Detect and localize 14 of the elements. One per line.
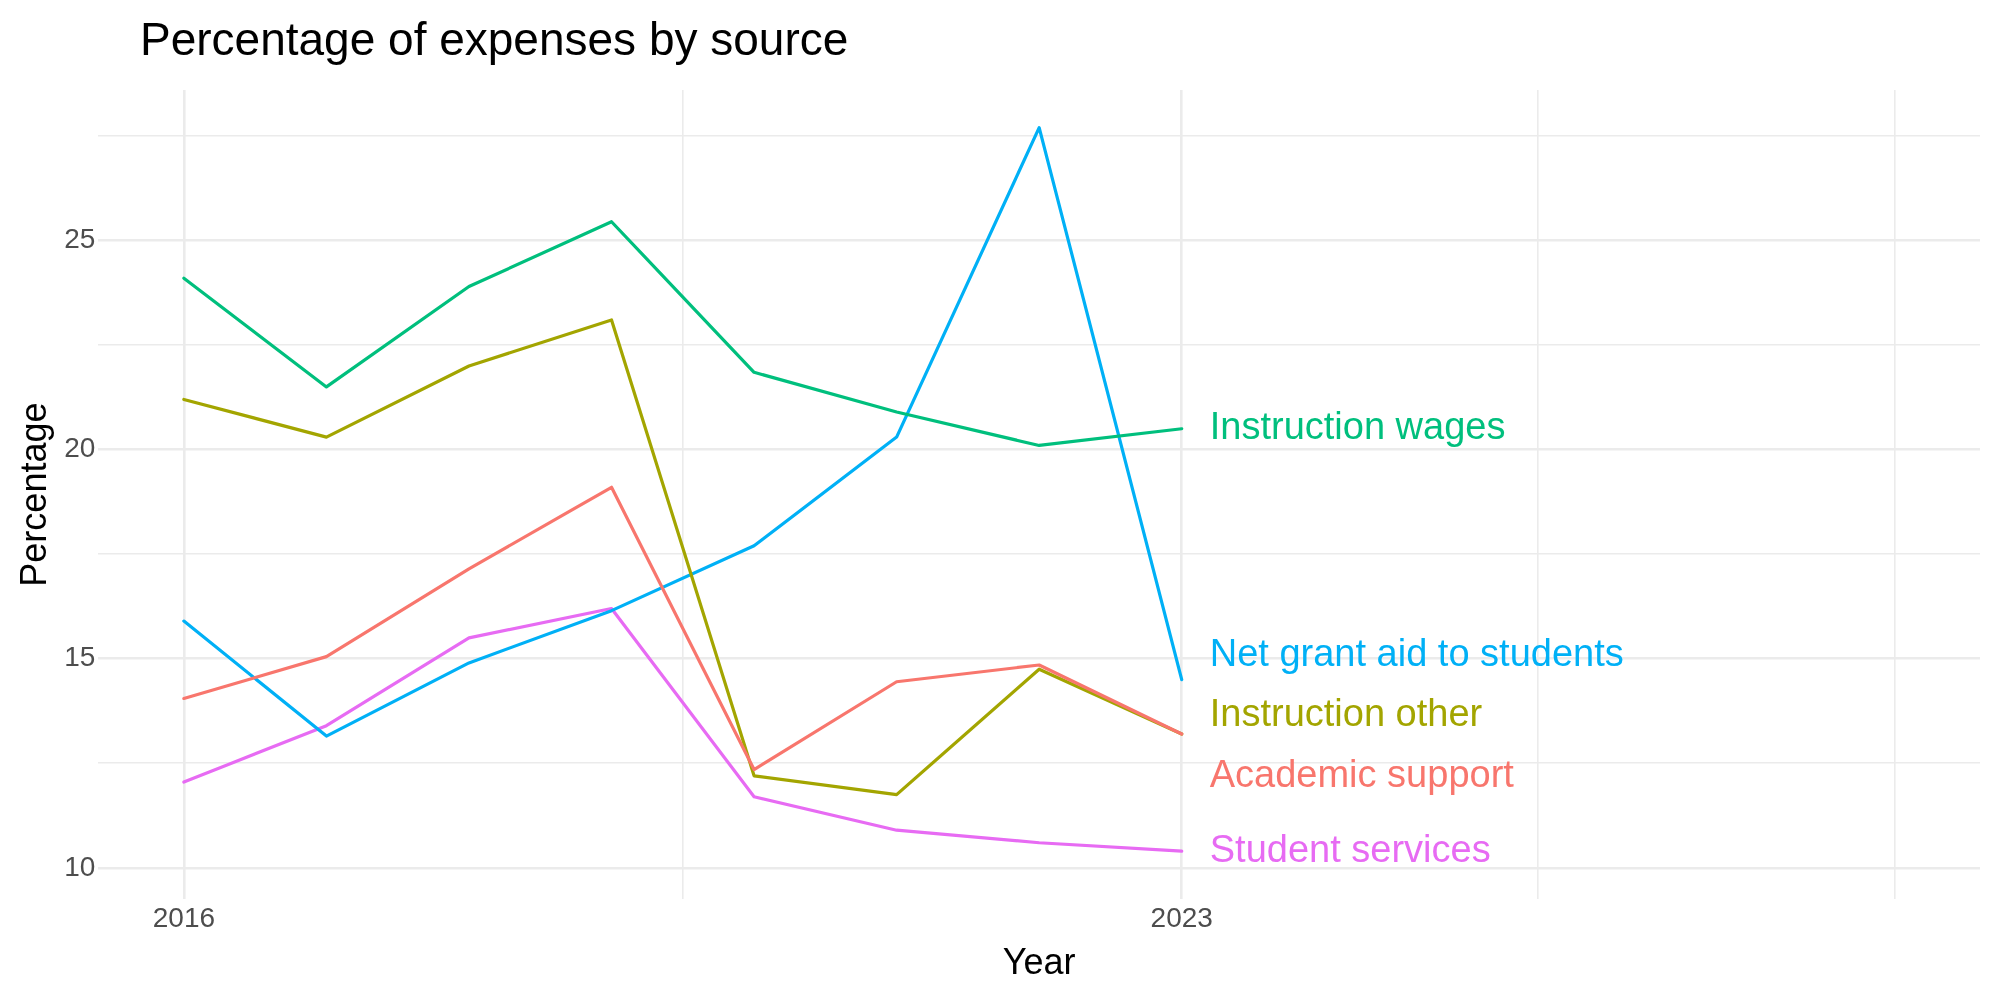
y-tick-label: 15 [64,641,96,673]
y-axis-title: Percentage [12,402,54,587]
x-tick-label: 2016 [152,901,216,933]
series-label: Instruction wages [1209,405,1506,448]
series-label: Student services [1209,827,1491,870]
series-label: Academic support [1209,753,1515,796]
series-label: Instruction other [1209,692,1483,735]
chart-title: Percentage of expenses by source [140,12,849,66]
y-tick-label: 10 [64,850,96,882]
x-axis-title: Year [1002,941,1076,983]
y-tick-label: 25 [64,223,96,255]
x-tick-label: 2023 [1150,901,1213,933]
y-tick-label: 20 [64,432,96,464]
series-label: Net grant aid to students [1209,631,1624,674]
